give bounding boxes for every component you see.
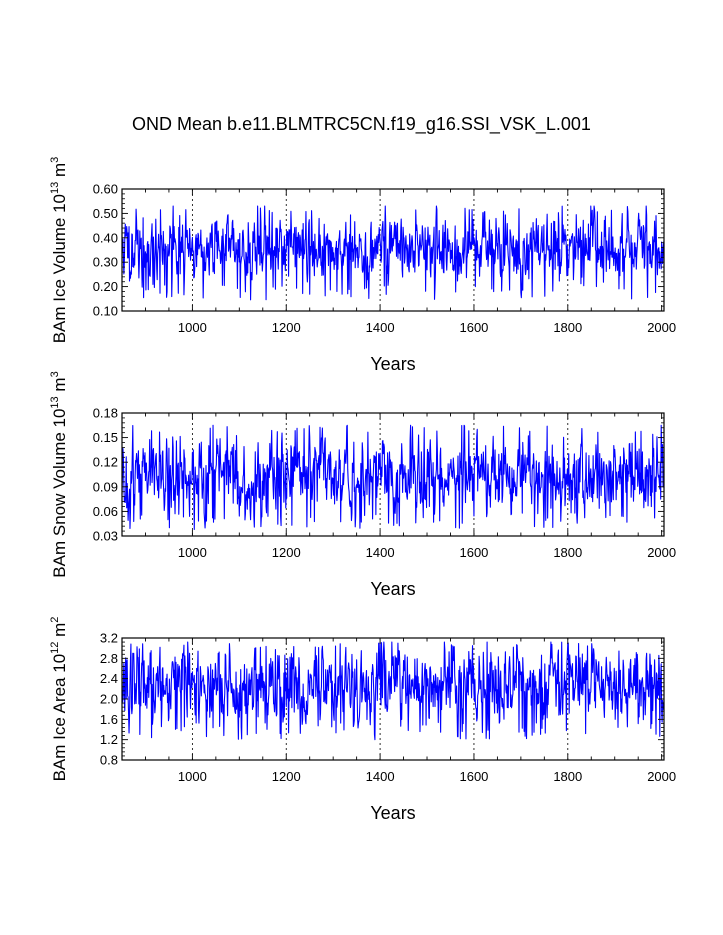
y-tick-label: 3.2 — [100, 631, 118, 646]
y-tick-label: 0.10 — [93, 304, 118, 319]
figure-title: OND Mean b.e11.BLMTRC5CN.f19_g16.SSI_VSK… — [132, 114, 591, 134]
y-tick-label: 0.30 — [93, 255, 118, 270]
y-tick-label: 0.15 — [93, 430, 118, 445]
data-series-line — [121, 205, 665, 301]
x-tick-label: 1200 — [272, 769, 301, 784]
y-axis-label: BAm Ice Area 1012 m2 — [49, 617, 69, 782]
data-series-line — [121, 641, 665, 741]
y-tick-label: 0.12 — [93, 455, 118, 470]
x-tick-label: 2000 — [647, 769, 676, 784]
y-tick-label: 0.40 — [93, 230, 118, 245]
y-tick-label: 1.6 — [100, 712, 118, 727]
x-tick-label: 2000 — [647, 545, 676, 560]
x-axis-label: Years — [370, 803, 415, 823]
x-tick-label: 1600 — [459, 545, 488, 560]
plot-frame — [121, 188, 665, 312]
y-tick-label: 0.18 — [93, 406, 118, 421]
x-tick-label: 1600 — [459, 320, 488, 335]
x-axis-label: Years — [370, 579, 415, 599]
y-tick-label: 0.20 — [93, 279, 118, 294]
y-tick-label: 2.8 — [100, 651, 118, 666]
y-tick-label: 2.0 — [100, 692, 118, 707]
y-axis-label: BAm Snow Volume 1013 m3 — [49, 371, 69, 577]
x-tick-label: 1400 — [366, 545, 395, 560]
x-axis-label: Years — [370, 354, 415, 374]
y-tick-label: 0.50 — [93, 206, 118, 221]
data-series-line — [121, 424, 665, 530]
y-tick-label: 0.8 — [100, 753, 118, 768]
x-tick-label: 1600 — [459, 769, 488, 784]
y-tick-label: 0.09 — [93, 479, 118, 494]
x-tick-label: 1400 — [366, 769, 395, 784]
x-tick-label: 1000 — [178, 320, 207, 335]
x-tick-label: 1800 — [553, 769, 582, 784]
y-tick-label: 2.4 — [100, 671, 118, 686]
chart-panel-1: 1000 1200 1400 1600 1800 2000 0.10 0.20 0.30 0.40… — [49, 157, 676, 374]
x-tick-label: 1400 — [366, 320, 395, 335]
x-tick-label: 1200 — [272, 545, 301, 560]
x-tick-label: 1200 — [272, 320, 301, 335]
y-tick-label: 0.06 — [93, 504, 118, 519]
chart-panel-3: 1000 1200 1400 1600 1800 2000 0.8 1.2 1.6 2.0 2.4 2… — [49, 617, 676, 823]
chart-panel-2: 1000 1200 1400 1600 1800 2000 0.03 0.06 0.09 0.12… — [49, 371, 676, 599]
y-axis-label: BAm Ice Volume 1013 m3 — [49, 157, 69, 344]
y-tick-label: 0.03 — [93, 529, 118, 544]
x-tick-label: 1800 — [553, 320, 582, 335]
plot-frame — [121, 412, 665, 537]
x-tick-label: 1000 — [178, 545, 207, 560]
x-tick-label: 2000 — [647, 320, 676, 335]
x-tick-label: 1000 — [178, 769, 207, 784]
y-tick-label: 0.60 — [93, 182, 118, 197]
y-tick-label: 1.2 — [100, 732, 118, 747]
x-tick-label: 1800 — [553, 545, 582, 560]
